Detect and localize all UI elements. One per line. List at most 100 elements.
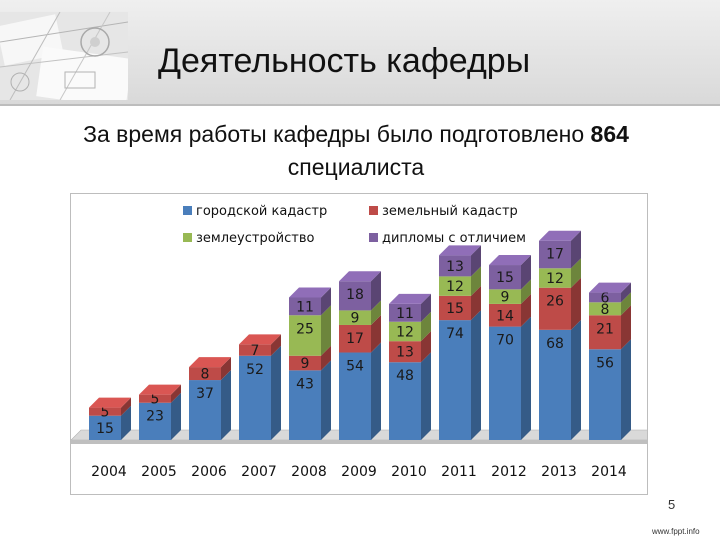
bar-segment-side <box>271 345 281 440</box>
bar-top <box>589 282 631 293</box>
bar-segment <box>439 276 471 296</box>
bar-segment <box>589 292 621 303</box>
legend-label: землеустройство <box>196 231 314 246</box>
x-tick-label: 2008 <box>291 464 327 480</box>
bar-segment-side <box>321 345 331 371</box>
data-label: 13 <box>396 345 414 361</box>
bar-segment-side <box>271 334 281 356</box>
legend-swatch <box>183 206 192 215</box>
data-label: 25 <box>296 321 314 337</box>
x-tick-label: 2005 <box>141 464 177 480</box>
data-label: 26 <box>546 294 564 310</box>
bar-segment <box>489 303 521 327</box>
legend-swatch <box>369 233 378 242</box>
bar-segment <box>389 321 421 342</box>
bar-segment <box>339 324 371 353</box>
bar-segment-side <box>521 255 531 290</box>
bar-segment <box>339 310 371 325</box>
bar-segment <box>539 329 571 440</box>
x-tick-label: 2012 <box>491 464 527 480</box>
data-label: 9 <box>501 290 510 306</box>
subtitle-text: За время работы кафедры было подготовлен… <box>83 121 585 147</box>
data-label: 21 <box>596 321 614 337</box>
data-label: 6 <box>601 290 610 306</box>
x-tick-label: 2006 <box>191 464 227 480</box>
data-label: 5 <box>101 405 110 421</box>
bar-segment-side <box>571 277 581 330</box>
x-tick-label: 2004 <box>91 464 127 480</box>
bar-segment <box>139 394 171 403</box>
bar-segment <box>239 355 271 440</box>
data-label: 12 <box>546 271 564 287</box>
bar-segment-side <box>321 360 331 440</box>
legend-swatch <box>369 206 378 215</box>
data-label: 17 <box>546 247 564 263</box>
data-label: 54 <box>346 359 364 375</box>
data-label: 11 <box>296 299 314 315</box>
bar-segment <box>189 380 221 440</box>
slide-header: Деятельность кафедры <box>0 0 720 105</box>
bar-segment-side <box>371 271 381 311</box>
bar-top <box>239 334 281 345</box>
bar-segment-side <box>621 305 631 350</box>
data-label: 23 <box>146 409 164 425</box>
bar-segment-side <box>421 293 431 322</box>
chart-area: городской кадастр земельный кадастр землеу… <box>70 193 658 495</box>
bar-segment <box>289 297 321 316</box>
bar-segment-side <box>371 314 381 353</box>
data-label: 37 <box>196 386 214 402</box>
bar-segment <box>289 370 321 440</box>
x-tick-label: 2007 <box>241 464 277 480</box>
graduates-count: 864 <box>590 121 629 147</box>
bar-top <box>439 245 481 256</box>
chart-floor-edge <box>71 440 647 444</box>
bar-segment-side <box>421 311 431 342</box>
header-divider <box>0 104 720 106</box>
bar-segment-side <box>471 266 481 296</box>
bar-segment <box>339 352 371 440</box>
bar-segment-side <box>571 319 581 440</box>
bar-segment <box>539 240 571 269</box>
bar-segment <box>489 326 521 440</box>
bar-segment <box>589 315 621 350</box>
data-label: 12 <box>446 279 464 295</box>
bar-segment <box>439 295 471 321</box>
bar-top <box>489 255 531 266</box>
bar-top <box>339 271 381 282</box>
bar-segment <box>89 415 121 440</box>
bar-segment <box>589 302 621 316</box>
bar-segment <box>489 265 521 290</box>
data-label: 48 <box>396 368 414 384</box>
data-label: 74 <box>446 326 464 342</box>
bar-segment-side <box>621 292 631 316</box>
bar-top <box>89 397 131 408</box>
bar-segment <box>539 287 571 330</box>
data-label: 43 <box>296 376 314 392</box>
x-tick-label: 2009 <box>341 464 377 480</box>
legend-label: земельный кадастр <box>382 204 518 219</box>
bar-segment-side <box>521 316 531 440</box>
bar-segment-side <box>371 342 381 440</box>
x-tick-label: 2010 <box>391 464 427 480</box>
slide-title: Деятельность кафедры <box>158 42 531 80</box>
legend-label: городской кадастр <box>196 204 327 219</box>
x-tick-label: 2013 <box>541 464 577 480</box>
stacked-bar-chart: городской кадастр земельный кадастр землеу… <box>70 204 658 480</box>
data-label: 15 <box>96 421 114 437</box>
legend-label: дипломы с отличием <box>382 231 526 246</box>
data-label: 9 <box>301 356 310 372</box>
bar-top <box>289 287 331 298</box>
bar-segment-side <box>171 384 181 403</box>
page-number: 5 <box>668 497 676 512</box>
bar-segment <box>239 344 271 356</box>
x-tick-label: 2011 <box>441 464 477 480</box>
bar-segment-side <box>471 245 481 277</box>
bar-segment <box>389 362 421 440</box>
data-label: 18 <box>346 287 364 303</box>
data-label: 14 <box>496 308 514 324</box>
bar-segment-side <box>521 279 531 304</box>
bar-segment <box>489 289 521 304</box>
legend-swatch <box>183 233 192 242</box>
bar-segment-side <box>121 405 131 440</box>
bar-segment-side <box>521 293 531 327</box>
